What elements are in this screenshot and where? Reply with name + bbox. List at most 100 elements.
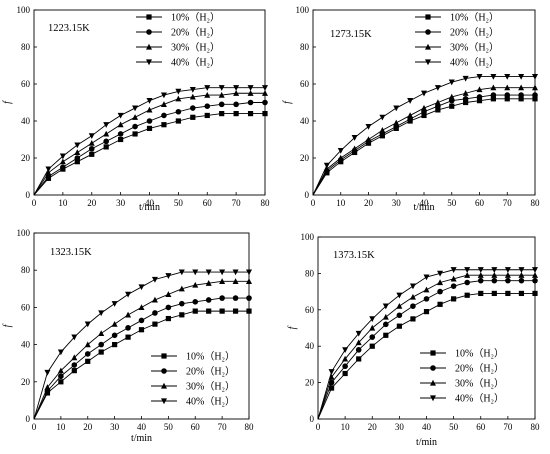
data-point [421,90,427,97]
x-tick-label: 50 [174,198,184,208]
data-point [117,112,124,119]
x-tick-label: 80 [531,422,541,432]
data-point [504,92,511,98]
data-point [132,105,139,112]
data-point [247,99,254,106]
data-point [89,151,95,157]
legend-marker [425,43,431,50]
data-point [160,92,167,99]
data-point [146,106,153,113]
x-tick-label: 30 [392,198,402,208]
data-point [504,267,511,273]
legend: 10%（H₂） 20%（H₂） 30%（H₂） 40%（H₂） [151,351,235,408]
data-point [504,272,511,278]
x-tick-label: 80 [261,198,271,208]
data-point [491,290,497,297]
data-point [190,105,196,111]
legend-label: 20%（H₂） [455,363,504,375]
data-point [247,111,254,117]
data-point [323,165,330,172]
legend-label: 10%（H₂） [186,351,235,363]
data-point [407,112,414,119]
data-point [449,103,455,109]
y-axis-title: f [2,100,13,104]
data-point [103,144,109,150]
data-point [437,279,444,286]
chart-title: 1373.15K [333,250,375,261]
data-point [379,114,386,121]
data-point [423,309,430,315]
data-point [393,105,400,112]
data-point [58,373,64,380]
data-point [165,304,172,311]
data-point [84,321,91,328]
data-point [476,86,483,93]
data-point [233,101,239,108]
legend-marker [430,395,436,402]
y-tick-label: 20 [21,377,31,387]
series-3 [33,278,252,420]
data-point [233,111,239,117]
y-axis-title: f [282,100,293,104]
data-point [205,280,212,286]
data-point [450,267,457,273]
x-tick-label: 60 [203,198,213,208]
data-point [383,332,389,338]
y-tick-label: 0 [26,414,31,424]
data-point [355,339,362,346]
data-point [396,302,403,309]
x-tick-label: 40 [137,422,147,432]
data-point [98,349,104,355]
data-point [262,90,268,96]
data-point [152,310,158,316]
y-tick-label: 40 [300,116,310,126]
legend-label: 40%（H₂） [455,393,504,405]
legend: 10%（H₂） 20%（H₂） 30%（H₂） 40%（H₂） [415,12,499,69]
data-point [132,123,138,130]
data-point [490,74,497,80]
data-point [504,96,510,102]
data-point [189,93,196,100]
chart-title: 1273.15K [330,29,372,40]
legend: 10%（H₂） 20%（H₂） 30%（H₂） 40%（H₂） [136,12,220,69]
x-tick-label: 10 [341,422,351,432]
series-line [312,87,535,196]
data-point [74,142,81,149]
data-point [118,136,124,143]
data-point [393,119,400,126]
data-point [328,369,335,375]
data-point [219,269,226,276]
data-point [151,296,158,303]
data-point [206,308,212,314]
data-point [138,284,145,291]
data-point [463,99,469,106]
x-tick-label: 20 [83,422,93,432]
data-point [355,330,362,337]
series-1 [317,290,538,420]
legend-label: 10%（H₂） [450,12,499,24]
data-point [218,101,225,108]
y-tick-label: 80 [300,42,310,52]
data-point [219,111,225,117]
data-point [138,317,145,324]
data-point [125,291,132,298]
data-point [407,98,414,104]
series-2 [317,277,538,420]
data-point [59,153,66,160]
data-point [233,85,240,91]
data-point [434,99,441,106]
data-point [138,304,145,310]
data-point [437,270,444,277]
data-point [262,111,268,117]
data-point [323,162,330,169]
data-point [477,272,484,278]
series-line [33,102,265,196]
data-point [462,96,469,102]
y-tick-label: 40 [21,116,31,126]
data-point [382,303,389,310]
y-tick-label: 60 [21,79,31,89]
data-point [342,347,349,354]
y-tick-label: 100 [17,5,31,15]
data-point [246,278,252,284]
data-point [505,277,511,284]
